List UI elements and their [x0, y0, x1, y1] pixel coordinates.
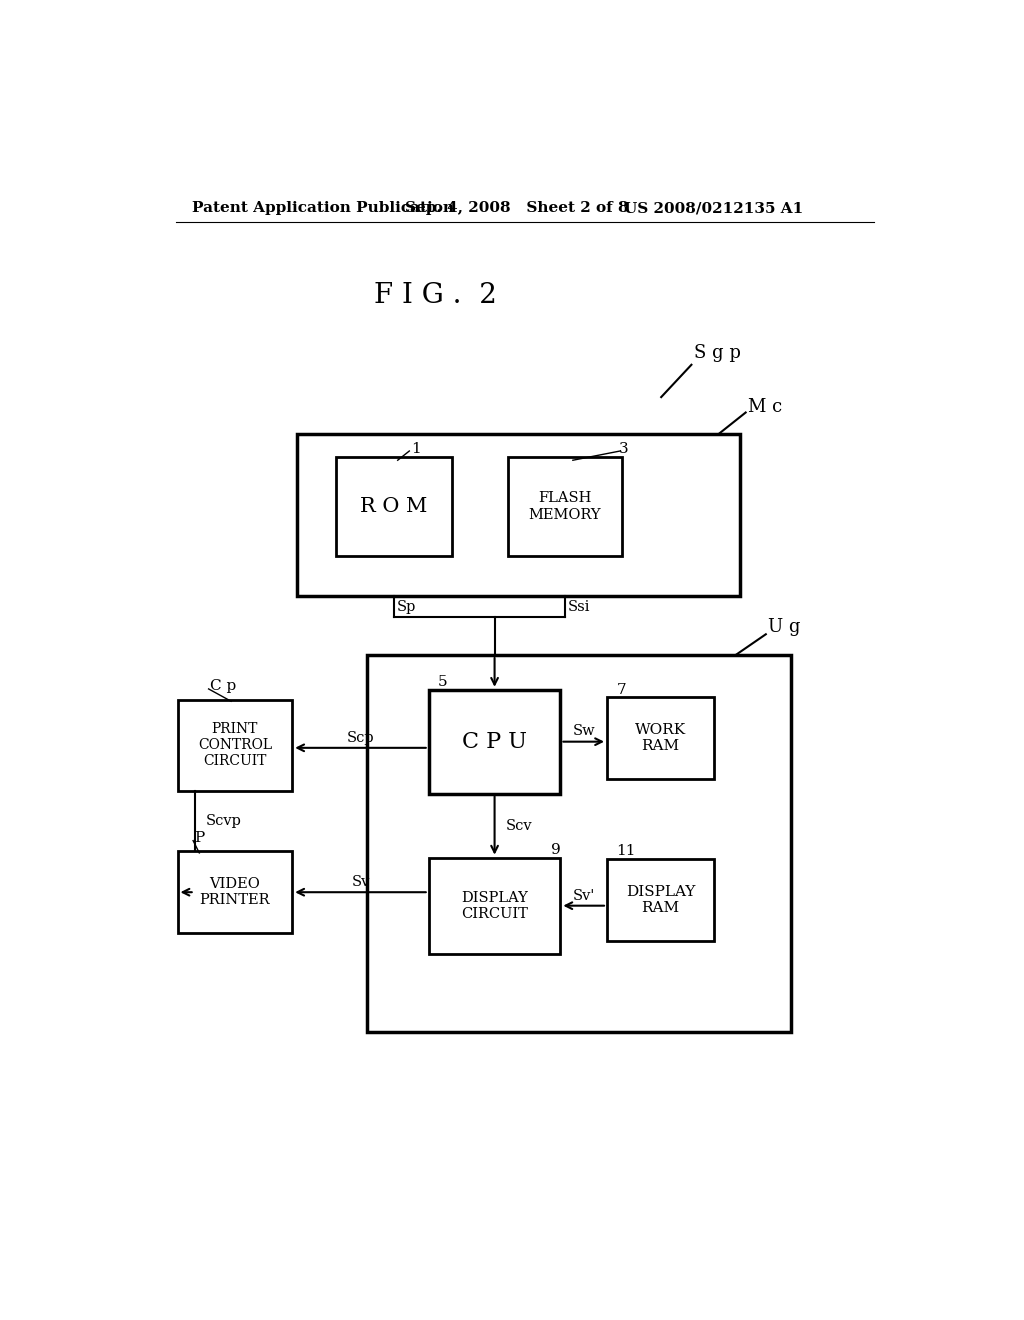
Text: 5: 5: [438, 675, 447, 689]
Text: C p: C p: [210, 678, 237, 693]
Text: Sp: Sp: [397, 599, 417, 614]
Text: Scvp: Scvp: [206, 814, 242, 828]
Text: Sv': Sv': [572, 888, 595, 903]
Text: DISPLAY
CIRCUIT: DISPLAY CIRCUIT: [461, 891, 528, 921]
Text: F I G .  2: F I G . 2: [375, 282, 498, 309]
Text: M c: M c: [748, 399, 782, 416]
Text: S g p: S g p: [693, 345, 740, 362]
Text: 11: 11: [616, 845, 636, 858]
Text: Sw: Sw: [572, 723, 595, 738]
Text: PRINT
CONTROL
CIRCUIT: PRINT CONTROL CIRCUIT: [198, 722, 272, 768]
Bar: [177, 700, 292, 791]
Text: Ssi: Ssi: [568, 599, 591, 614]
Text: Scp: Scp: [347, 731, 375, 744]
Text: Patent Application Publication: Patent Application Publication: [191, 202, 454, 215]
Bar: [177, 851, 292, 933]
Bar: [508, 457, 623, 556]
Text: Sv: Sv: [351, 875, 370, 890]
Bar: [429, 858, 560, 954]
Bar: [336, 457, 452, 556]
Text: 1: 1: [411, 442, 421, 457]
Bar: [297, 434, 740, 595]
Bar: [607, 697, 714, 779]
Bar: [607, 859, 714, 941]
Text: Sep. 4, 2008   Sheet 2 of 8: Sep. 4, 2008 Sheet 2 of 8: [404, 202, 629, 215]
Text: VIDEO
PRINTER: VIDEO PRINTER: [200, 876, 270, 907]
Text: R O M: R O M: [360, 496, 427, 516]
Text: US 2008/0212135 A1: US 2008/0212135 A1: [624, 202, 803, 215]
Text: DISPLAY
RAM: DISPLAY RAM: [626, 884, 695, 915]
Text: WORK
RAM: WORK RAM: [635, 723, 686, 754]
Bar: [367, 655, 792, 1032]
Bar: [429, 689, 560, 793]
Text: C P U: C P U: [462, 731, 527, 752]
Text: U g: U g: [768, 618, 801, 635]
Text: 9: 9: [551, 843, 561, 857]
Text: P: P: [195, 830, 205, 845]
Text: 7: 7: [616, 682, 626, 697]
Text: FLASH
MEMORY: FLASH MEMORY: [528, 491, 601, 521]
Text: Scv: Scv: [506, 818, 532, 833]
Text: 3: 3: [618, 442, 628, 457]
